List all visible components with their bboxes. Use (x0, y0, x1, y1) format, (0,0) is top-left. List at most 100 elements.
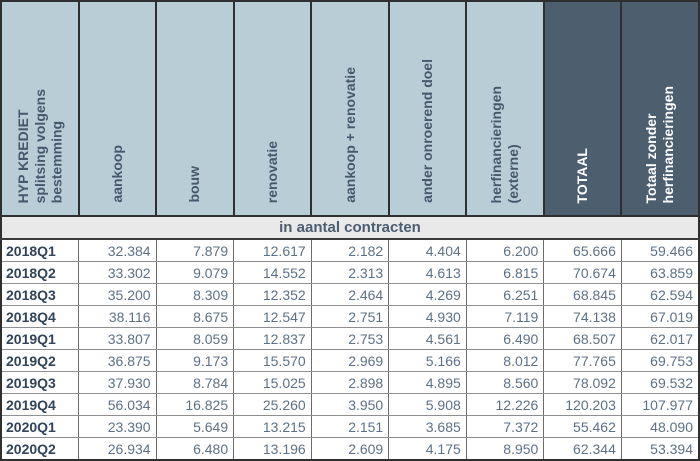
value-cell: 68.845 (543, 283, 622, 306)
table-row: 2018Q4 38.116 8.675 12.547 2.751 4.930 7.119 74… (0, 305, 700, 328)
header-row: HYP KREDIET splitsing volgens bestemming… (0, 1, 700, 217)
column-header-label: bouw (186, 166, 203, 203)
column-header-renovatie: renovatie (232, 1, 313, 217)
column-header-label: aankoop (108, 145, 125, 203)
value-cell: 74.138 (543, 305, 622, 328)
value-cell: 15.025 (233, 371, 312, 394)
value-cell: 2.464 (310, 283, 390, 306)
value-cell: 4.561 (388, 327, 467, 350)
value-cell: 6.815 (465, 261, 545, 284)
column-header-label: aankoop + renovatie (341, 67, 358, 203)
value-cell: 62.017 (620, 327, 700, 350)
unit-band-row: in aantal contracten (1, 216, 699, 240)
value-cell: 2.151 (310, 415, 390, 438)
value-cell: 7.879 (155, 238, 235, 262)
value-cell: 120.203 (543, 393, 622, 416)
value-cell: 12.352 (233, 283, 312, 306)
value-cell: 63.859 (620, 261, 700, 284)
value-cell: 25.260 (233, 393, 312, 416)
value-cell: 59.466 (620, 238, 700, 262)
value-cell: 7.372 (465, 415, 545, 438)
value-cell: 4.269 (388, 283, 467, 306)
value-cell: 35.200 (78, 283, 157, 306)
value-cell: 6.200 (465, 238, 545, 262)
column-header-label: Totaal zonder herfinancieringen (643, 85, 677, 203)
value-cell: 48.090 (620, 415, 700, 438)
value-cell: 9.079 (155, 261, 235, 284)
table-header: HYP KREDIET splitsing volgens bestemming… (0, 1, 700, 240)
value-cell: 69.532 (620, 371, 700, 394)
value-cell: 8.784 (155, 371, 235, 394)
value-cell: 8.059 (155, 327, 235, 350)
column-header-label: TOTAAL (574, 147, 591, 203)
value-cell: 55.462 (543, 415, 622, 438)
column-header-aankoop-renovatie: aankoop + renovatie (310, 1, 390, 217)
value-cell: 14.552 (233, 261, 312, 284)
value-cell: 5.649 (155, 415, 235, 438)
value-cell: 12.226 (465, 393, 545, 416)
value-cell: 16.825 (155, 393, 235, 416)
value-cell: 5.166 (388, 349, 467, 372)
column-header-label: ander onroerend doel (419, 59, 436, 203)
column-header-totaal: TOTAAL (542, 1, 623, 217)
value-cell: 23.390 (78, 415, 157, 438)
table-row: 2018Q2 33.302 9.079 14.552 2.313 4.613 6.815 70… (0, 261, 700, 284)
column-header-aankoop: aankoop (77, 1, 158, 217)
value-cell: 32.384 (78, 238, 157, 262)
table-title-header: HYP KREDIET splitsing volgens bestemming (0, 1, 80, 217)
value-cell: 2.751 (310, 305, 390, 328)
column-header-bouw: bouw (155, 1, 235, 217)
value-cell: 8.012 (465, 349, 545, 372)
value-cell: 4.895 (388, 371, 467, 394)
value-cell: 70.674 (543, 261, 622, 284)
table-row: 2019Q2 36.875 9.173 15.570 2.969 5.166 8.012 77… (0, 349, 700, 372)
table-title-label: HYP KREDIET splitsing volgens bestemming (14, 88, 65, 203)
table-row: 2018Q1 32.384 7.879 12.617 2.182 4.404 6.200 65… (0, 238, 700, 262)
value-cell: 4.613 (388, 261, 467, 284)
value-cell: 107.977 (620, 393, 700, 416)
value-cell: 4.404 (388, 238, 467, 262)
quarter-cell: 2019Q3 (0, 371, 80, 394)
table-body: 2018Q1 32.384 7.879 12.617 2.182 4.404 6.200 65… (0, 238, 700, 461)
value-cell: 37.930 (78, 371, 157, 394)
value-cell: 2.182 (310, 238, 390, 262)
value-cell: 33.302 (78, 261, 157, 284)
value-cell: 12.617 (233, 238, 312, 262)
value-cell: 5.908 (388, 393, 467, 416)
value-cell: 69.753 (620, 349, 700, 372)
column-header-herfinancieringen-externe: herfinancieringen (externe) (465, 1, 545, 217)
value-cell: 3.685 (388, 415, 467, 438)
value-cell: 65.666 (543, 238, 622, 262)
value-cell: 77.765 (543, 349, 622, 372)
quarter-cell: 2018Q3 (0, 283, 80, 306)
table-row: 2019Q4 56.034 16.825 25.260 3.950 5.908 12.226… (0, 393, 700, 416)
value-cell: 8.560 (465, 371, 545, 394)
value-cell: 13.215 (233, 415, 312, 438)
table-row: 2019Q1 33.807 8.059 12.837 2.753 4.561 6.490 68… (0, 327, 700, 350)
table-row: 2020Q1 23.390 5.649 13.215 2.151 3.685 7.372 55… (0, 415, 700, 438)
quarter-cell: 2019Q4 (0, 393, 80, 416)
quarter-cell: 2019Q1 (0, 327, 80, 350)
value-cell: 12.547 (233, 305, 312, 328)
quarter-cell: 2020Q1 (0, 415, 80, 438)
value-cell: 36.875 (78, 349, 157, 372)
value-cell: 78.092 (543, 371, 622, 394)
value-cell: 2.969 (310, 349, 390, 372)
quarter-cell: 2019Q2 (0, 349, 80, 372)
value-cell: 8.309 (155, 283, 235, 306)
value-cell: 68.507 (543, 327, 622, 350)
value-cell: 56.034 (78, 393, 157, 416)
value-cell: 9.173 (155, 349, 235, 372)
value-cell: 62.594 (620, 283, 700, 306)
table-row: 2018Q3 35.200 8.309 12.352 2.464 4.269 6.251 68… (0, 283, 700, 306)
value-cell: 6.490 (465, 327, 545, 350)
column-header-label: renovatie (264, 140, 281, 203)
column-header-totaal-zonder-herfinancieringen: Totaal zonder herfinancieringen (620, 1, 700, 217)
value-cell: 2.753 (310, 327, 390, 350)
value-cell: 38.116 (78, 305, 157, 328)
table-row: 2019Q3 37.930 8.784 15.025 2.898 4.895 8.560 78… (0, 371, 700, 394)
value-cell: 15.570 (233, 349, 312, 372)
column-header-ander-onroerend-doel: ander onroerend doel (387, 1, 468, 217)
value-cell: 33.807 (78, 327, 157, 350)
